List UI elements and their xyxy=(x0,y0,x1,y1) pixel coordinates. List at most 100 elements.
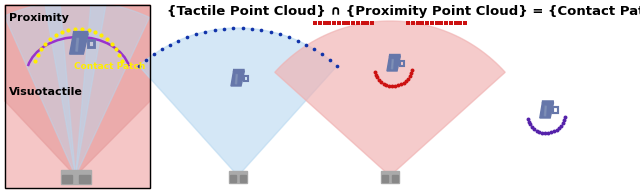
Point xyxy=(51,34,61,37)
Polygon shape xyxy=(5,5,150,176)
Point xyxy=(390,84,401,87)
Polygon shape xyxy=(76,5,150,176)
Point xyxy=(369,70,380,74)
Point xyxy=(30,59,40,62)
Point xyxy=(77,28,87,31)
Point xyxy=(45,37,56,41)
Point xyxy=(96,34,106,37)
Point xyxy=(371,73,381,76)
Point xyxy=(40,42,51,45)
Text: Visuotactile: Visuotactile xyxy=(9,87,83,97)
Point xyxy=(353,21,363,25)
Point xyxy=(63,29,74,32)
Point xyxy=(111,47,121,50)
Point xyxy=(408,21,418,25)
Point xyxy=(319,21,330,25)
Polygon shape xyxy=(45,5,106,176)
Polygon shape xyxy=(392,59,394,69)
Point xyxy=(543,131,554,134)
Point xyxy=(406,72,416,75)
Polygon shape xyxy=(545,106,547,116)
Polygon shape xyxy=(76,38,79,51)
Polygon shape xyxy=(73,31,88,34)
Point xyxy=(329,21,339,25)
Bar xyxy=(5,5,150,188)
Point xyxy=(57,31,67,34)
Point xyxy=(362,21,372,25)
Point xyxy=(182,36,192,39)
Point xyxy=(343,21,353,25)
Point xyxy=(403,21,413,25)
Point xyxy=(557,121,568,124)
Point xyxy=(228,26,239,30)
Polygon shape xyxy=(389,54,400,57)
Point xyxy=(90,31,100,34)
Point xyxy=(284,36,294,39)
Bar xyxy=(381,171,399,183)
Point xyxy=(546,131,556,134)
Point xyxy=(33,53,43,56)
Point xyxy=(117,59,127,62)
Bar xyxy=(229,171,247,183)
Point xyxy=(441,21,451,25)
Point xyxy=(460,21,470,25)
Point xyxy=(554,126,564,129)
Point xyxy=(401,79,412,82)
Point xyxy=(70,28,80,31)
Point xyxy=(455,21,465,25)
Point xyxy=(102,37,112,41)
Point xyxy=(422,21,432,25)
Point xyxy=(552,128,562,131)
Point xyxy=(141,58,151,62)
Point xyxy=(309,48,319,51)
Point xyxy=(83,29,93,32)
Polygon shape xyxy=(234,69,244,72)
Point xyxy=(324,58,335,62)
Point xyxy=(376,80,387,83)
Point xyxy=(301,43,311,46)
Polygon shape xyxy=(231,72,244,86)
Point xyxy=(357,21,367,25)
Point xyxy=(529,127,540,130)
Point xyxy=(540,131,550,135)
Point xyxy=(527,125,537,128)
Point xyxy=(266,30,276,33)
Point xyxy=(417,21,428,25)
Point xyxy=(556,124,566,127)
Text: Proximity: Proximity xyxy=(9,13,69,23)
Point xyxy=(292,39,303,42)
Point xyxy=(387,85,397,88)
Point xyxy=(378,82,388,85)
Point xyxy=(399,81,409,84)
Point xyxy=(107,42,117,45)
Point xyxy=(404,74,415,78)
Bar xyxy=(61,170,90,184)
Point xyxy=(384,84,394,87)
Point xyxy=(393,84,403,87)
Polygon shape xyxy=(542,101,554,103)
Point xyxy=(275,32,285,36)
Point xyxy=(367,21,377,25)
Point xyxy=(115,53,125,56)
Point xyxy=(173,39,184,42)
Point xyxy=(431,21,442,25)
Text: Contact Patch: Contact Patch xyxy=(74,62,146,71)
Bar xyxy=(382,175,388,182)
Point xyxy=(247,27,257,30)
Point xyxy=(524,120,534,123)
Point xyxy=(381,83,392,86)
Point xyxy=(164,43,175,46)
Point xyxy=(403,77,413,80)
Bar xyxy=(79,175,90,183)
Point xyxy=(372,76,382,79)
Polygon shape xyxy=(5,5,76,176)
Polygon shape xyxy=(236,74,237,84)
Point xyxy=(148,53,159,56)
Point xyxy=(200,30,211,33)
Point xyxy=(134,64,144,68)
Point xyxy=(537,131,547,134)
Bar xyxy=(61,175,72,183)
Polygon shape xyxy=(139,28,337,176)
Point xyxy=(406,69,417,72)
Point xyxy=(324,21,334,25)
